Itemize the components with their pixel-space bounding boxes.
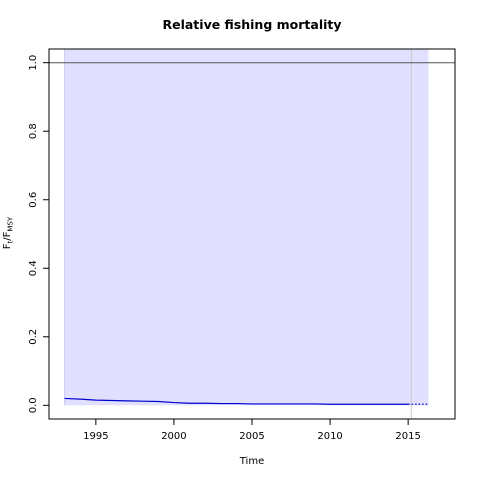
chart-title: Relative fishing mortality (162, 17, 341, 32)
series-line (64, 397, 409, 405)
y-tick-label: 1.0 (28, 55, 39, 71)
x-axis-label: Time (239, 456, 264, 467)
x-tick-label: 2010 (317, 431, 342, 442)
y-tick-label: 0.6 (28, 192, 39, 208)
confidence-band (64, 49, 429, 406)
plot-area (49, 49, 455, 419)
y-tick-label: 0.0 (28, 397, 39, 413)
axes: 1995 2000 2005 2010 2015 0.0 0.2 0.4 0.6 0.8 1.0 (28, 48, 456, 442)
y-tick-label: 0.2 (28, 329, 39, 345)
y-tick-label: 0.4 (28, 260, 39, 276)
x-tick-label: 1995 (83, 431, 108, 442)
x-tick-label: 2005 (239, 431, 264, 442)
x-tick-label: 2015 (395, 431, 420, 442)
y-axis-label: Ft/FMSY (2, 216, 15, 249)
x-tick-label: 2000 (161, 431, 186, 442)
y-tick-label: 0.8 (28, 123, 39, 139)
